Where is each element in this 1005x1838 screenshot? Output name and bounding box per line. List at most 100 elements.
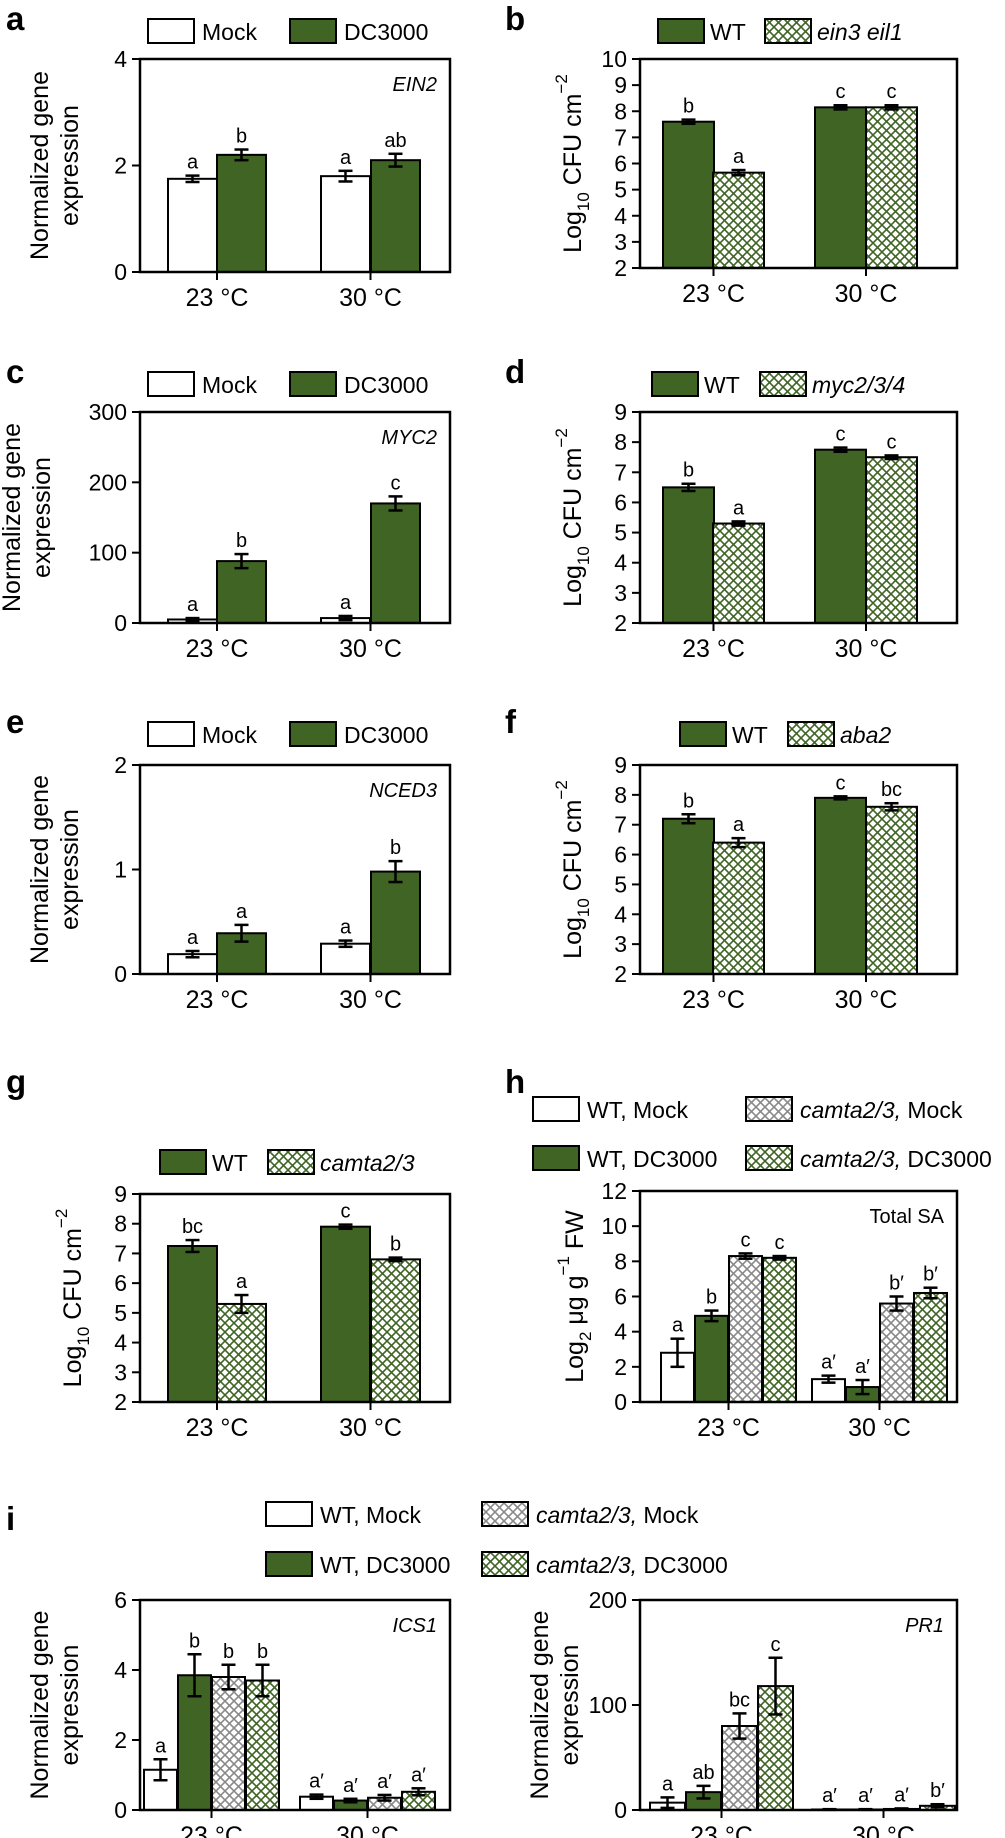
significance-letter: a′ [855,1356,870,1378]
y-tick-label: 0 [114,961,127,987]
significance-letter: a [155,1735,167,1757]
legend-swatch-wt [679,721,727,747]
y-axis-label: Normalized gene [526,1611,554,1800]
y-tick-label: 6 [114,1270,127,1296]
y-axis-label: expression [28,457,56,578]
y-axis-label: Log10 CFU cm−2 [52,1209,93,1388]
y-tick-label: 0 [614,1797,627,1823]
bar-h-camta2-3-dc3000-0 [762,1256,797,1403]
significance-letter: a [236,1271,248,1293]
legend-b: WT ein3 eil1 [657,18,903,45]
y-axis-label: expression [56,105,84,226]
legend-label-wt-dc3000: WT, DC3000 [320,1552,450,1578]
legend-label-camta-dc3000: camta2/3, DC3000 [800,1146,992,1172]
legend-swatch-mock [147,371,195,397]
y-tick-label: 6 [114,1587,127,1613]
significance-letter: b [257,1641,268,1663]
legend-label-camta-dc3000: camta2/3, DC3000 [536,1552,728,1578]
legend-label-wt: WT [710,19,746,45]
legend-swatch-camta-mock [481,1501,529,1527]
bar-a-mock-1 [320,175,371,273]
y-tick-label: 6 [614,151,627,177]
y-tick-label: 9 [614,72,627,98]
x-tick-label: 30 °C [339,986,402,1014]
y-axis-label: Log2 μg g−1 FW [554,1210,595,1383]
y-tick-label: 7 [614,459,627,485]
bar-c-dc3000-0 [216,560,267,625]
y-tick-label: 9 [614,752,627,778]
y-tick-label: 7 [614,124,627,150]
significance-letter: b′ [889,1273,904,1295]
y-tick-label: 8 [614,782,627,808]
legend-swatch-wt [657,18,705,44]
y-axis-label: expression [556,1645,584,1766]
y-tick-label: 2 [114,1389,127,1415]
significance-letter: c [887,81,897,103]
legend-label-wt: WT [212,1150,248,1176]
significance-letter: b′ [930,1780,945,1802]
panel-annotation: Total SA [870,1206,945,1228]
bar-a-mock-0 [167,177,218,273]
plot-frame [638,763,959,976]
panel-label-e: e [6,703,24,740]
y-tick-label: 2 [614,961,627,987]
significance-letter: a [733,146,745,168]
legend-label-wt-mock: WT, Mock [587,1097,688,1123]
legend-swatch-wt [651,371,699,397]
significance-letter: b [189,1630,200,1652]
y-axis-label: Log10 CFU cm−2 [552,74,593,253]
legend-swatch-wt-mock [265,1501,313,1527]
legend-e: Mock DC3000 [147,721,428,748]
significance-letter: a′ [822,1785,837,1807]
x-tick-label: 30 °C [339,635,402,663]
legend-label-mock: Mock [202,372,257,398]
x-tick-label: 23 °C [682,635,745,663]
y-tick-label: 4 [614,203,627,229]
y-tick-label: 2 [114,153,127,179]
y-axis-label: Normalized gene [26,775,54,964]
significance-letter: c [836,772,846,794]
y-tick-label: 100 [89,540,127,566]
legend-swatch-camta-dc3000 [481,1551,529,1577]
panel-label-h: h [505,1063,525,1100]
significance-letter: a [187,927,199,949]
panel-annotation: PR1 [905,1615,944,1637]
x-tick-label: 30 °C [835,280,898,308]
y-axis-label: Normalized gene [26,1611,54,1800]
legend-label-wt-dc3000: WT, DC3000 [587,1146,717,1172]
legend-label-wt: WT [732,722,768,748]
y-axis-label: Log10 CFU cm−2 [552,780,593,959]
y-tick-label: 5 [614,177,627,203]
y-tick-label: 2 [614,1354,627,1380]
y-tick-label: 0 [614,1389,627,1415]
y-tick-label: 8 [614,1248,627,1274]
y-tick-label: 4 [614,1319,627,1345]
legend-label-mock: Mock [202,19,257,45]
y-tick-label: 3 [614,580,627,606]
significance-letter: b [390,1234,401,1256]
significance-letter: c [771,1634,781,1656]
significance-letter: c [887,431,897,453]
plot-frame [638,410,959,625]
y-axis-label: expression [56,1645,84,1766]
panel-label-d: d [505,353,525,390]
bar-h-camta2-3-mock-0 [728,1255,763,1404]
panel-label-a: a [6,0,25,37]
plot-frame [138,1192,452,1404]
legend-swatch-camta-dc3000 [745,1145,793,1171]
legend-swatch-mock [147,721,195,747]
y-tick-label: 200 [89,469,127,495]
y-tick-label: 7 [614,812,627,838]
bar-f-aba2-0 [712,841,765,976]
legend-label-camta-mock: camta2/3, Mock [536,1502,699,1528]
significance-letter: ab [384,130,406,152]
plot-frame [138,1598,452,1812]
significance-letter: a [662,1773,674,1795]
significance-letter: a [733,497,745,519]
y-axis-label: Normalized gene [0,423,26,612]
y-tick-label: 10 [601,46,627,72]
y-tick-label: 100 [589,1692,627,1718]
legend-g: WT camta2/3 [159,1149,415,1176]
